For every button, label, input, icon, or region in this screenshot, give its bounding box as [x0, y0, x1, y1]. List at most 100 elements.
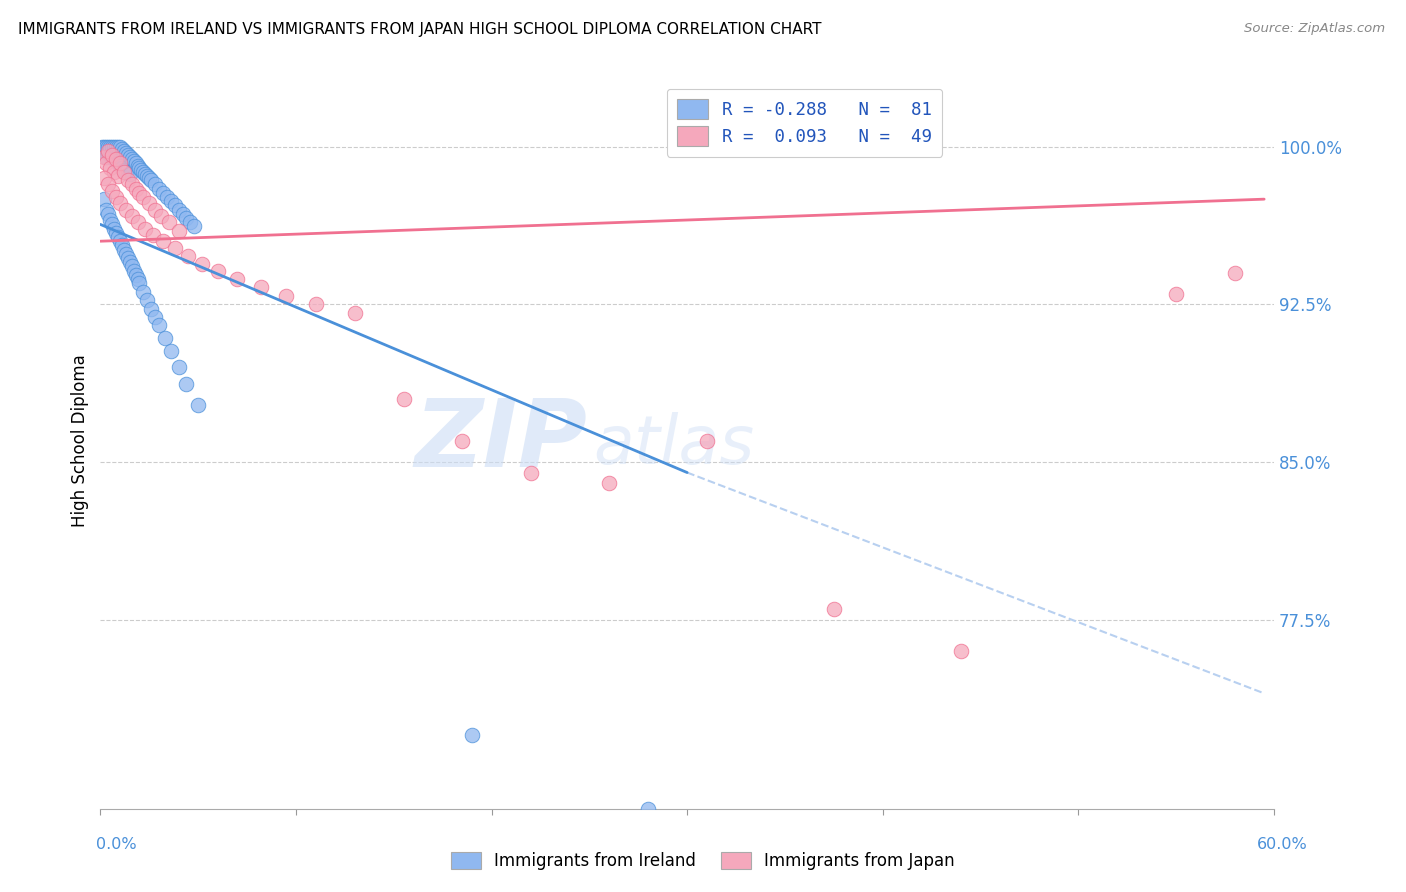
- Point: [143, 178, 166, 192]
- Text: Source: ZipAtlas.com: Source: ZipAtlas.com: [1244, 22, 1385, 36]
- Point: [108, 139, 131, 153]
- Point: [114, 247, 136, 261]
- Point: [101, 218, 124, 232]
- Point: [176, 377, 198, 392]
- Point: [93, 144, 115, 158]
- Legend: Immigrants from Ireland, Immigrants from Japan: Immigrants from Ireland, Immigrants from…: [444, 845, 962, 877]
- Point: [121, 152, 143, 166]
- Point: [823, 602, 845, 616]
- Point: [105, 154, 128, 169]
- Point: [949, 644, 972, 658]
- Point: [187, 398, 209, 412]
- Point: [103, 165, 125, 179]
- Point: [121, 260, 143, 274]
- Point: [1166, 286, 1188, 301]
- Point: [117, 251, 139, 265]
- Point: [696, 434, 718, 448]
- Point: [103, 139, 125, 153]
- Point: [118, 167, 141, 181]
- Point: [97, 144, 120, 158]
- Point: [103, 221, 125, 235]
- Point: [276, 289, 298, 303]
- Point: [98, 161, 121, 175]
- Point: [167, 224, 190, 238]
- Point: [105, 226, 128, 240]
- Point: [93, 139, 115, 153]
- Point: [108, 196, 131, 211]
- Point: [108, 234, 131, 248]
- Point: [112, 144, 135, 158]
- Point: [136, 169, 159, 183]
- Point: [118, 255, 141, 269]
- Point: [112, 243, 135, 257]
- Point: [105, 152, 128, 166]
- Point: [97, 139, 120, 153]
- Point: [138, 196, 160, 211]
- Point: [122, 154, 145, 169]
- Point: [127, 272, 149, 286]
- Point: [111, 238, 134, 252]
- Point: [249, 280, 271, 294]
- Point: [163, 240, 186, 254]
- Point: [148, 318, 170, 333]
- Legend: R = -0.288   N =  81, R =  0.093   N =  49: R = -0.288 N = 81, R = 0.093 N = 49: [666, 89, 942, 157]
- Point: [598, 476, 620, 491]
- Text: atlas: atlas: [593, 412, 755, 478]
- Point: [107, 139, 129, 153]
- Point: [127, 159, 149, 173]
- Point: [101, 184, 124, 198]
- Point: [93, 171, 115, 186]
- Point: [98, 148, 121, 162]
- Point: [152, 234, 174, 248]
- Point: [91, 139, 114, 153]
- Point: [108, 156, 131, 170]
- Point: [128, 161, 150, 175]
- Point: [101, 148, 124, 162]
- Point: [97, 178, 120, 192]
- Point: [124, 181, 146, 195]
- Point: [112, 162, 135, 177]
- Point: [131, 162, 153, 177]
- Point: [117, 148, 139, 162]
- Point: [153, 331, 176, 345]
- Point: [101, 150, 124, 164]
- Point: [98, 213, 121, 227]
- Point: [93, 150, 115, 164]
- Point: [132, 165, 155, 179]
- Point: [156, 190, 179, 204]
- Point: [143, 310, 166, 324]
- Point: [134, 167, 156, 181]
- Point: [122, 263, 145, 277]
- Point: [108, 159, 131, 173]
- Point: [149, 209, 172, 223]
- Point: [111, 142, 134, 156]
- Point: [111, 161, 134, 175]
- Point: [96, 156, 118, 170]
- Point: [114, 165, 136, 179]
- Point: [121, 209, 143, 223]
- Point: [183, 219, 205, 234]
- Point: [107, 156, 129, 170]
- Point: [105, 139, 128, 153]
- Point: [124, 268, 146, 282]
- Point: [163, 198, 186, 212]
- Point: [112, 165, 135, 179]
- Point: [124, 156, 146, 170]
- Point: [117, 173, 139, 187]
- Point: [132, 190, 155, 204]
- Point: [159, 194, 181, 209]
- Point: [136, 293, 159, 307]
- Point: [172, 207, 194, 221]
- Point: [128, 277, 150, 291]
- Point: [107, 169, 129, 183]
- Point: [128, 186, 150, 200]
- Point: [121, 178, 143, 192]
- Point: [167, 202, 190, 217]
- Text: ZIP: ZIP: [415, 395, 588, 487]
- Point: [138, 171, 160, 186]
- Point: [97, 145, 120, 160]
- Y-axis label: High School Diploma: High School Diploma: [72, 355, 89, 527]
- Text: IMMIGRANTS FROM IRELAND VS IMMIGRANTS FROM JAPAN HIGH SCHOOL DIPLOMA CORRELATION: IMMIGRANTS FROM IRELAND VS IMMIGRANTS FR…: [18, 22, 821, 37]
- Point: [179, 215, 201, 229]
- Point: [107, 230, 129, 244]
